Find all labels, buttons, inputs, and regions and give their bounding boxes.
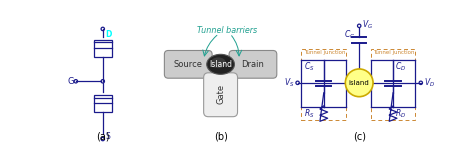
Text: Island: Island bbox=[209, 60, 232, 69]
FancyBboxPatch shape bbox=[164, 51, 212, 78]
Circle shape bbox=[346, 69, 373, 97]
Text: $V_G$: $V_G$ bbox=[362, 19, 374, 31]
Text: $V_S$: $V_S$ bbox=[284, 77, 294, 89]
Text: $R_D$: $R_D$ bbox=[395, 107, 407, 120]
Ellipse shape bbox=[207, 54, 235, 74]
Text: S: S bbox=[105, 132, 110, 141]
Bar bbox=[371, 49, 415, 120]
Text: Gate: Gate bbox=[216, 84, 225, 104]
Text: $C_S$: $C_S$ bbox=[304, 61, 314, 73]
Text: island: island bbox=[349, 80, 370, 86]
Text: $C_D$: $C_D$ bbox=[395, 61, 406, 73]
Text: D: D bbox=[105, 31, 111, 40]
Text: $C_G$: $C_G$ bbox=[344, 28, 355, 41]
Text: (c): (c) bbox=[353, 131, 366, 141]
Bar bbox=[93, 40, 112, 57]
FancyBboxPatch shape bbox=[204, 73, 237, 117]
Bar bbox=[93, 95, 112, 112]
Text: G: G bbox=[67, 77, 73, 86]
Text: Drain: Drain bbox=[241, 60, 264, 69]
Text: (b): (b) bbox=[214, 131, 228, 141]
Text: $V_D$: $V_D$ bbox=[424, 77, 435, 89]
Text: Tunnel barriers: Tunnel barriers bbox=[197, 26, 257, 35]
Text: Tunnel junction: Tunnel junction bbox=[373, 51, 415, 55]
Bar bbox=[301, 49, 346, 120]
Text: (a): (a) bbox=[96, 131, 109, 141]
Ellipse shape bbox=[210, 57, 226, 68]
Text: $R_S$: $R_S$ bbox=[304, 107, 314, 120]
Text: Source: Source bbox=[174, 60, 203, 69]
Text: Tunnel junction: Tunnel junction bbox=[304, 51, 345, 55]
FancyBboxPatch shape bbox=[229, 51, 277, 78]
